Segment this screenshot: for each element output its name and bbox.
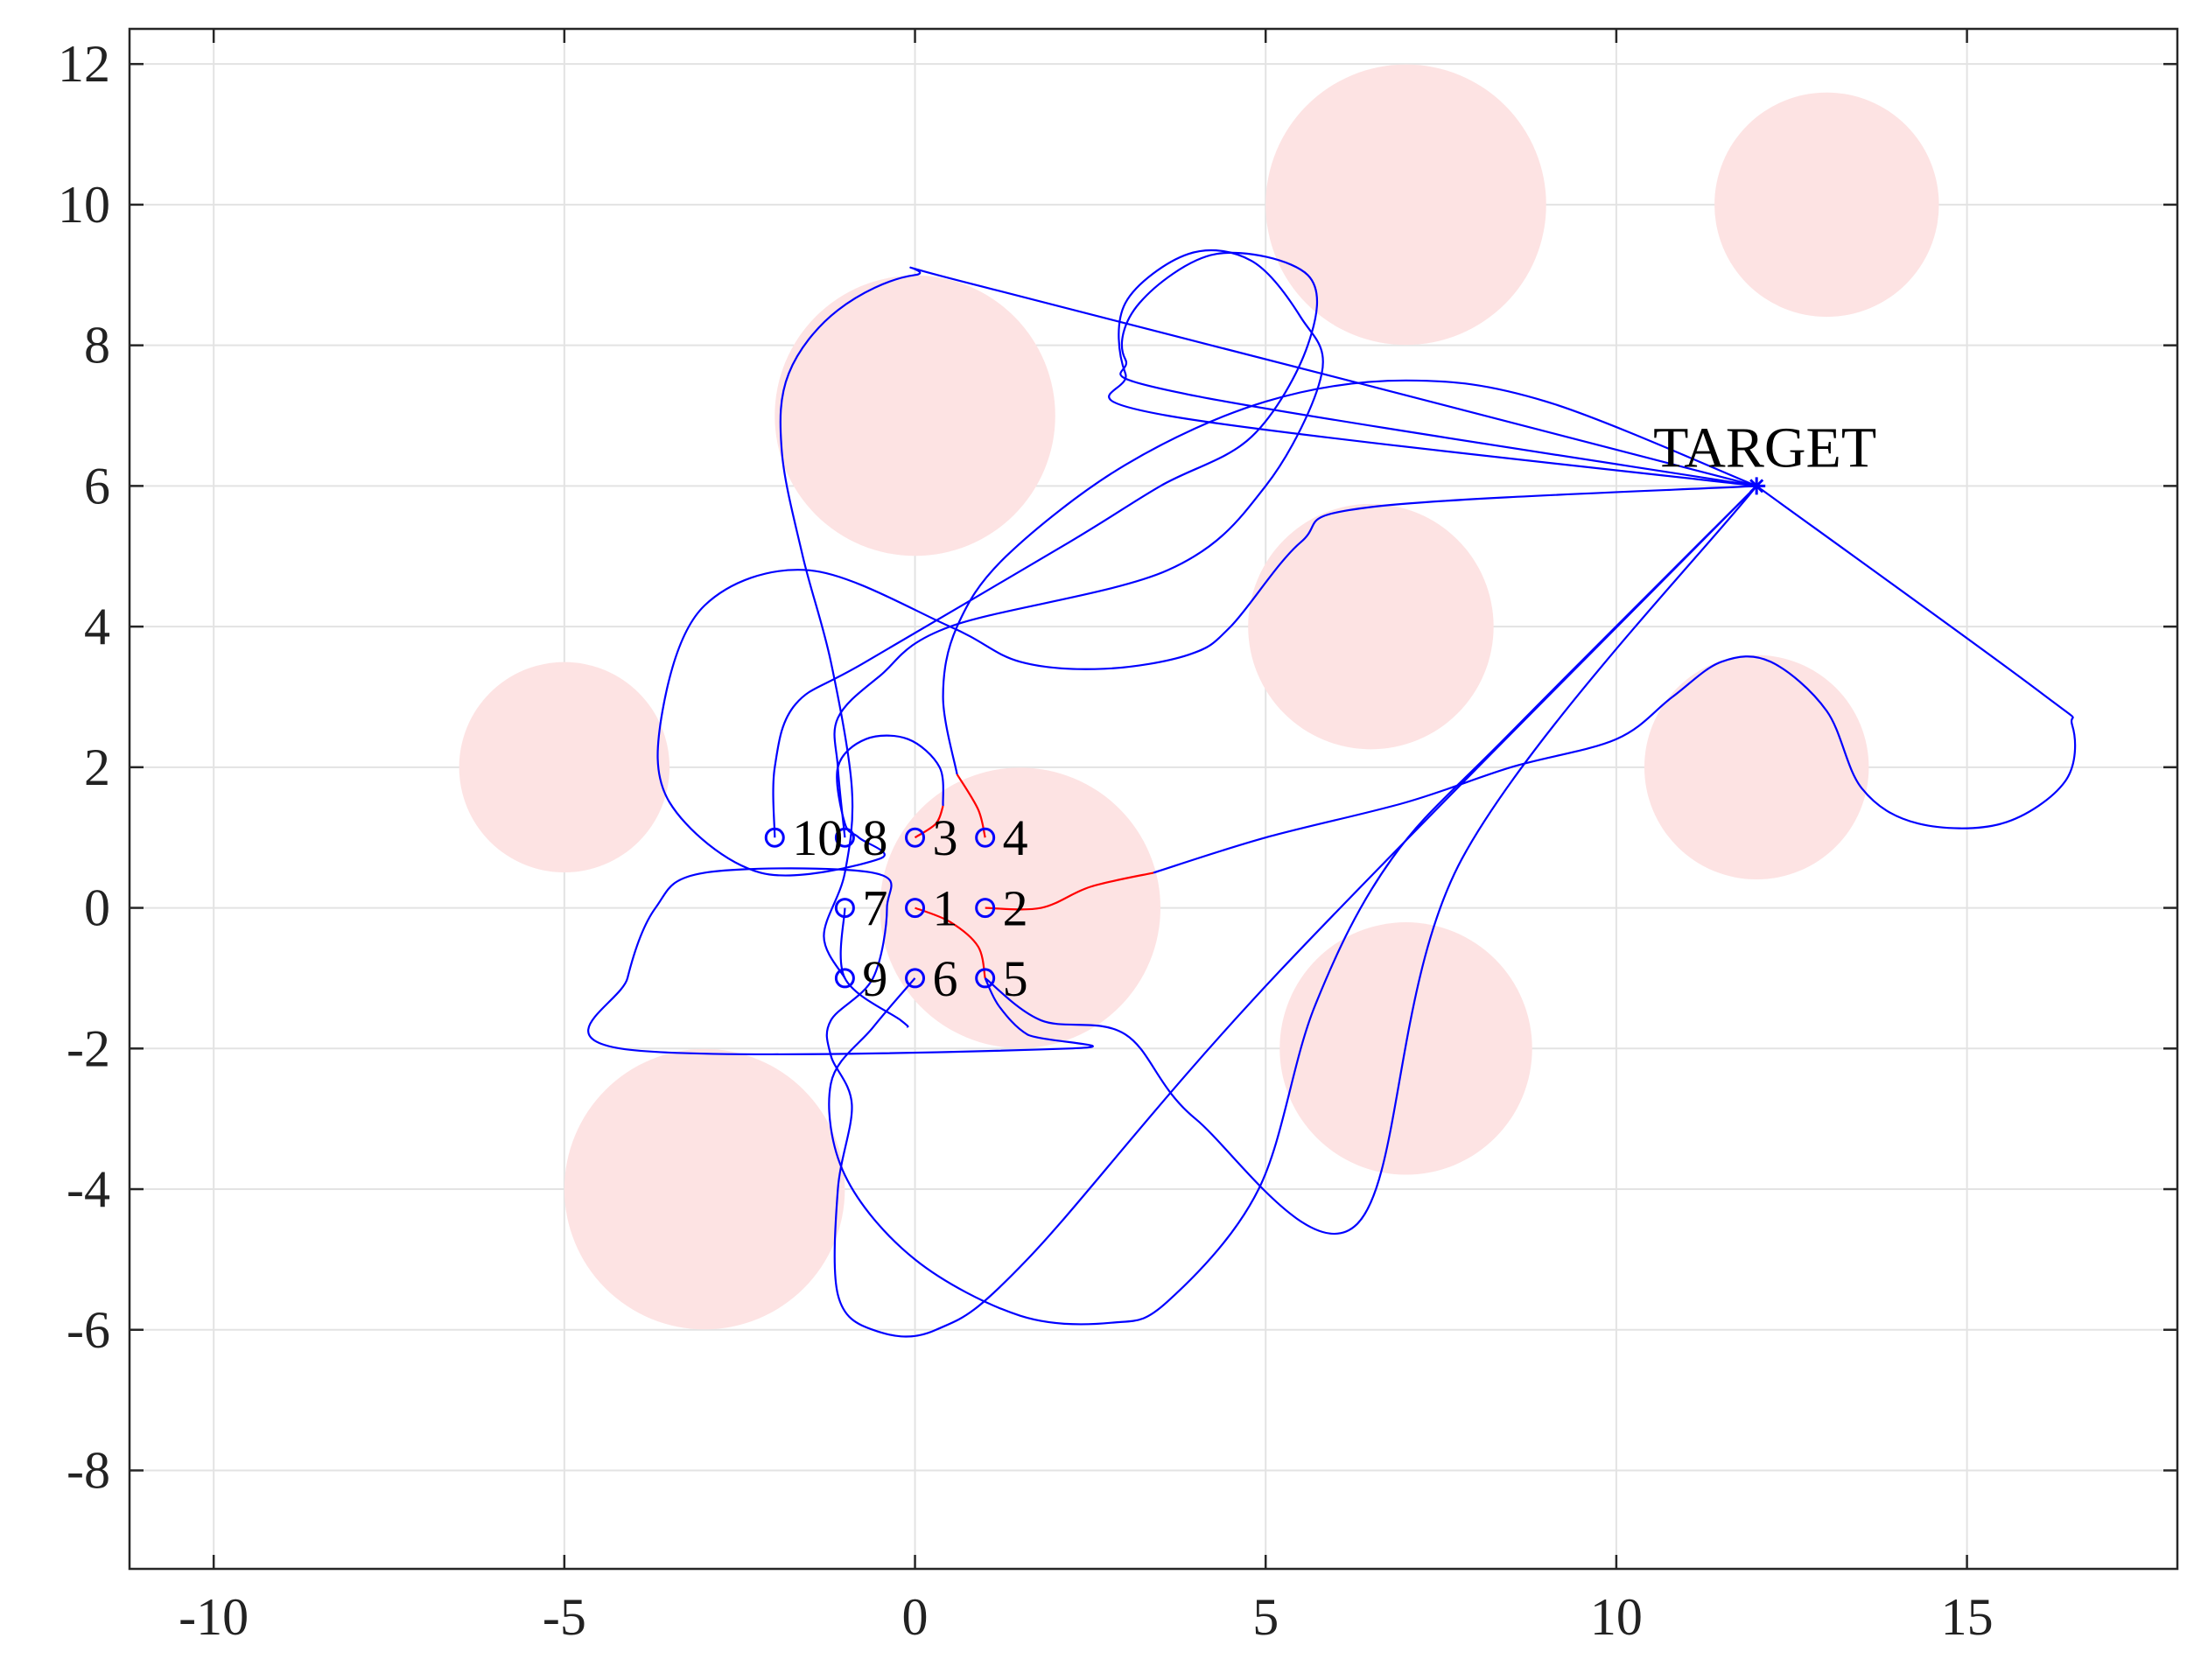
agent-start-marker [764,827,785,848]
y-tick-label: 0 [84,879,110,937]
trajectory-path-agent-6 [828,485,1757,1326]
obstacles [459,64,1939,1330]
agents: 1 23 4 567 8 9 10 [764,809,1028,1007]
agent-start-marker [834,968,855,989]
obstacle-circle [1248,503,1494,750]
agent-start-marker [834,827,855,848]
trajectory-path-agent-7 [839,907,909,1028]
obstacle-circle [459,662,670,873]
agent-label: 4 [1003,809,1028,866]
trajectory-path-agent-10 [772,251,1757,838]
y-tick-label: 10 [58,176,110,234]
agent-label: 9 [862,950,887,1007]
trajectory-path-agent-5 [985,485,1758,1236]
target-label: TARGET [1653,416,1876,480]
y-tick-label: 4 [84,598,110,655]
y-tick-label: -4 [67,1160,110,1218]
y-tick-label: -6 [67,1301,110,1359]
agent-label: 1 [933,880,958,937]
x-tick-label: 5 [1252,1588,1279,1646]
x-tick-label: -10 [179,1588,249,1646]
trajectory-path-agent-8 [833,248,1757,838]
trajectory-path-agent-1 [587,485,1757,1338]
initial-segment-agent-3 [914,805,944,839]
agent-start-marker [905,898,926,919]
agent-label: 7 [862,880,887,937]
agent-start-marker [975,968,996,989]
agent-label: 10 [792,809,843,866]
y-tick-label: 8 [84,317,110,374]
initial-segment-agent-4 [956,774,986,838]
agent-start-marker [905,827,926,848]
target: TARGET [1653,416,1876,495]
trajectories [587,248,2077,1338]
agent-start-marker [975,898,996,919]
y-tick-label: 12 [58,35,110,93]
agent-label: 6 [933,950,958,1007]
agent-start-marker [834,898,855,919]
agent-label: 2 [1003,880,1028,937]
initial-segment-agent-2 [985,872,1154,911]
trajectory-path-agent-2 [1153,485,2077,874]
obstacle-circle [1265,64,1546,346]
obstacle-circle [564,1048,845,1330]
trajectory-path-agent-3 [656,485,1757,877]
target-star-marker [1748,477,1766,495]
y-tick-label: 2 [84,738,110,796]
initial-segment-agent-1 [915,906,986,979]
obstacle-circle [1644,654,1869,880]
target-star-stroke [1749,479,1764,494]
y-tick-label: -2 [67,1019,110,1077]
obstacle-circle [1714,92,1939,318]
y-tick-label: -8 [67,1441,110,1499]
y-tick-label: 6 [84,457,110,514]
agent-label: 5 [1003,950,1028,1007]
x-tick-label: 0 [902,1588,929,1646]
axes-box [128,27,2179,1571]
agent-start-marker [905,968,926,989]
x-tick-label: 15 [1941,1588,1994,1646]
agent-label: 8 [862,809,887,866]
agent-start-marker [975,827,996,848]
obstacle-circle [880,767,1161,1048]
agent-label: 3 [933,809,958,866]
x-tick-label: 10 [1590,1588,1643,1646]
trajectory-path-agent-4 [942,379,1757,775]
obstacle-circle [775,275,1055,556]
x-tick-label: -5 [543,1588,586,1646]
